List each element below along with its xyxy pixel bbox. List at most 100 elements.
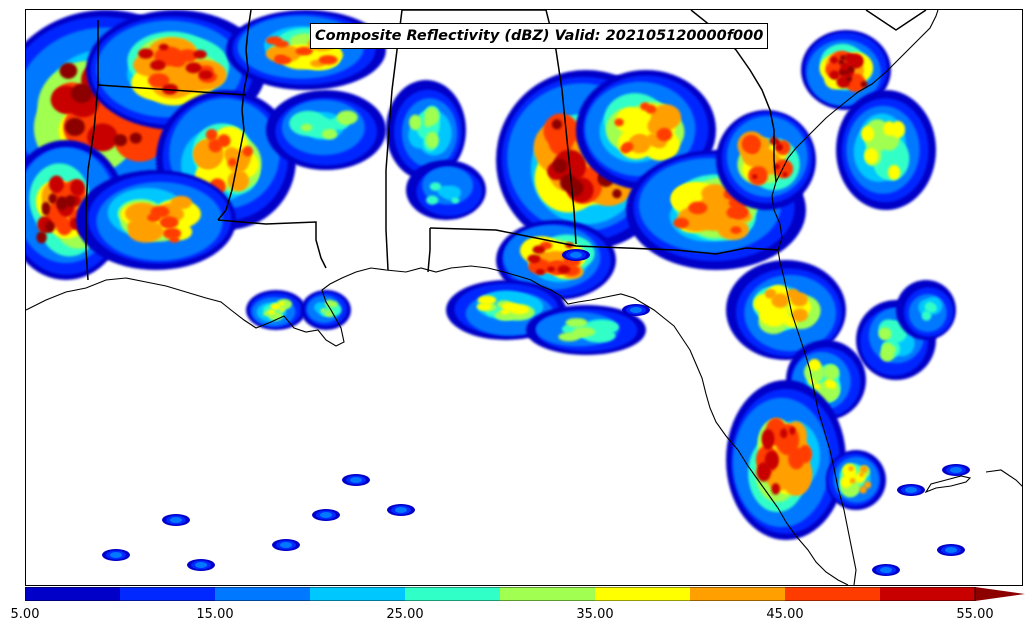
- colorbar-segment: [215, 587, 311, 601]
- reflectivity-cell: [565, 318, 588, 328]
- reflectivity-cell: [71, 83, 93, 104]
- reflectivity-cell: [771, 293, 789, 308]
- reflectivity-cell: [57, 218, 72, 236]
- reflectivity-cell: [838, 59, 845, 65]
- reflectivity-shading: [26, 10, 970, 576]
- reflectivity-cell: [756, 462, 772, 482]
- reflectivity-cell: [208, 138, 223, 153]
- reflectivity-cell: [476, 303, 492, 311]
- reflectivity-cell: [228, 158, 237, 167]
- reflectivity-cell: [791, 308, 808, 322]
- reflectivity-cell: [494, 310, 516, 321]
- reflectivity-cell: [129, 132, 142, 144]
- reflectivity-cell: [429, 182, 442, 191]
- colorbar-segment: [880, 587, 976, 601]
- colorbar-segment: [405, 587, 501, 601]
- reflectivity-cell: [840, 55, 846, 61]
- reflectivity-cell: [295, 46, 313, 56]
- reflectivity-cell: [630, 307, 642, 313]
- reflectivity-cell: [628, 134, 651, 154]
- reflectivity-cell: [798, 445, 812, 463]
- reflectivity-cell: [559, 174, 577, 192]
- reflectivity-cell: [697, 207, 733, 231]
- colorbar-segment: [595, 587, 691, 601]
- colorbar-tick-5: 5.00: [10, 607, 40, 622]
- reflectivity-cell: [278, 301, 285, 306]
- reflectivity-cell: [147, 213, 161, 222]
- reflectivity-cell: [113, 134, 128, 147]
- reflectivity-cell: [813, 382, 821, 391]
- colorbar-tick-15: 15.00: [196, 607, 234, 622]
- reflectivity-cell: [830, 56, 839, 64]
- reflectivity-cell: [198, 70, 213, 80]
- reflectivity-cell: [36, 231, 47, 244]
- reflectivity-cell: [273, 304, 278, 309]
- reflectivity-cell: [65, 195, 76, 208]
- coastlines: [26, 10, 1022, 585]
- reflectivity-cell: [808, 378, 815, 385]
- reflectivity-cell: [726, 204, 749, 220]
- reflectivity-cell: [150, 60, 166, 71]
- colorbar-segment: [25, 587, 121, 601]
- reflectivity-cell: [829, 70, 840, 80]
- reflectivity-cell: [110, 552, 122, 558]
- reflectivity-cell: [847, 53, 864, 69]
- reflectivity-cell: [762, 434, 774, 450]
- reflectivity-cell: [138, 48, 154, 59]
- reflectivity-cell: [890, 120, 906, 139]
- reflectivity-cell: [881, 342, 894, 354]
- colorbar-outline: [25, 587, 976, 601]
- reflectivity-cell: [748, 143, 759, 154]
- reflectivity-cell: [824, 379, 834, 389]
- reflectivity-cell: [552, 158, 568, 174]
- colorbar-segment: [310, 587, 406, 601]
- state-borders: [85, 10, 927, 281]
- reflectivity-cell: [273, 55, 292, 65]
- reflectivity-cell: [48, 175, 64, 193]
- reflectivity-cell: [921, 310, 932, 321]
- reflectivity-cell: [44, 221, 55, 233]
- reflectivity-cell: [205, 129, 218, 141]
- reflectivity-cell: [87, 123, 118, 152]
- reflectivity-cell: [318, 55, 338, 65]
- reflectivity-cell: [789, 426, 796, 435]
- reflectivity-cell: [776, 143, 783, 151]
- reflectivity-cell: [321, 129, 338, 140]
- reflectivity-cell: [195, 562, 207, 568]
- reflectivity-cell: [945, 547, 957, 553]
- reflectivity-cell: [426, 195, 439, 205]
- reflectivity-cell: [350, 477, 362, 483]
- reflectivity-cell: [409, 114, 422, 131]
- reflectivity-cell: [859, 472, 865, 477]
- reflectivity-cell: [48, 193, 57, 204]
- reflectivity-cell: [279, 307, 285, 312]
- colorbar-segment: [120, 587, 216, 601]
- reflectivity-cell: [863, 481, 872, 489]
- colorbar-tick-35: 35.00: [576, 607, 614, 622]
- reflectivity-cell: [748, 165, 768, 186]
- reflectivity-cell: [42, 206, 50, 216]
- reflectivity-cell: [395, 507, 407, 513]
- reflectivity-cell: [170, 517, 182, 523]
- reflectivity-cell: [880, 567, 892, 573]
- reflectivity-cell: [782, 171, 788, 177]
- reflectivity-cell: [752, 174, 758, 180]
- reflectivity-cell: [227, 170, 250, 192]
- reflectivity-cell: [656, 127, 673, 142]
- reflectivity-cell: [572, 331, 588, 338]
- reflectivity-cell: [546, 266, 556, 272]
- reflectivity-cell: [808, 358, 821, 371]
- reflectivity-cell: [860, 465, 868, 474]
- reflectivity-cell: [673, 217, 690, 229]
- reflectivity-cell: [441, 185, 462, 201]
- reflectivity-cell: [849, 478, 856, 484]
- reflectivity-cell: [551, 119, 562, 130]
- colorbar-segments: [25, 587, 976, 601]
- reflectivity-cell: [847, 67, 853, 72]
- reflectivity-cell: [64, 117, 85, 137]
- reflectivity-cell: [169, 236, 180, 243]
- reflectivity-cell: [59, 62, 78, 79]
- reflectivity-cell: [324, 299, 334, 308]
- colorbar-segment: [500, 587, 596, 601]
- reflectivity-cell: [320, 512, 332, 518]
